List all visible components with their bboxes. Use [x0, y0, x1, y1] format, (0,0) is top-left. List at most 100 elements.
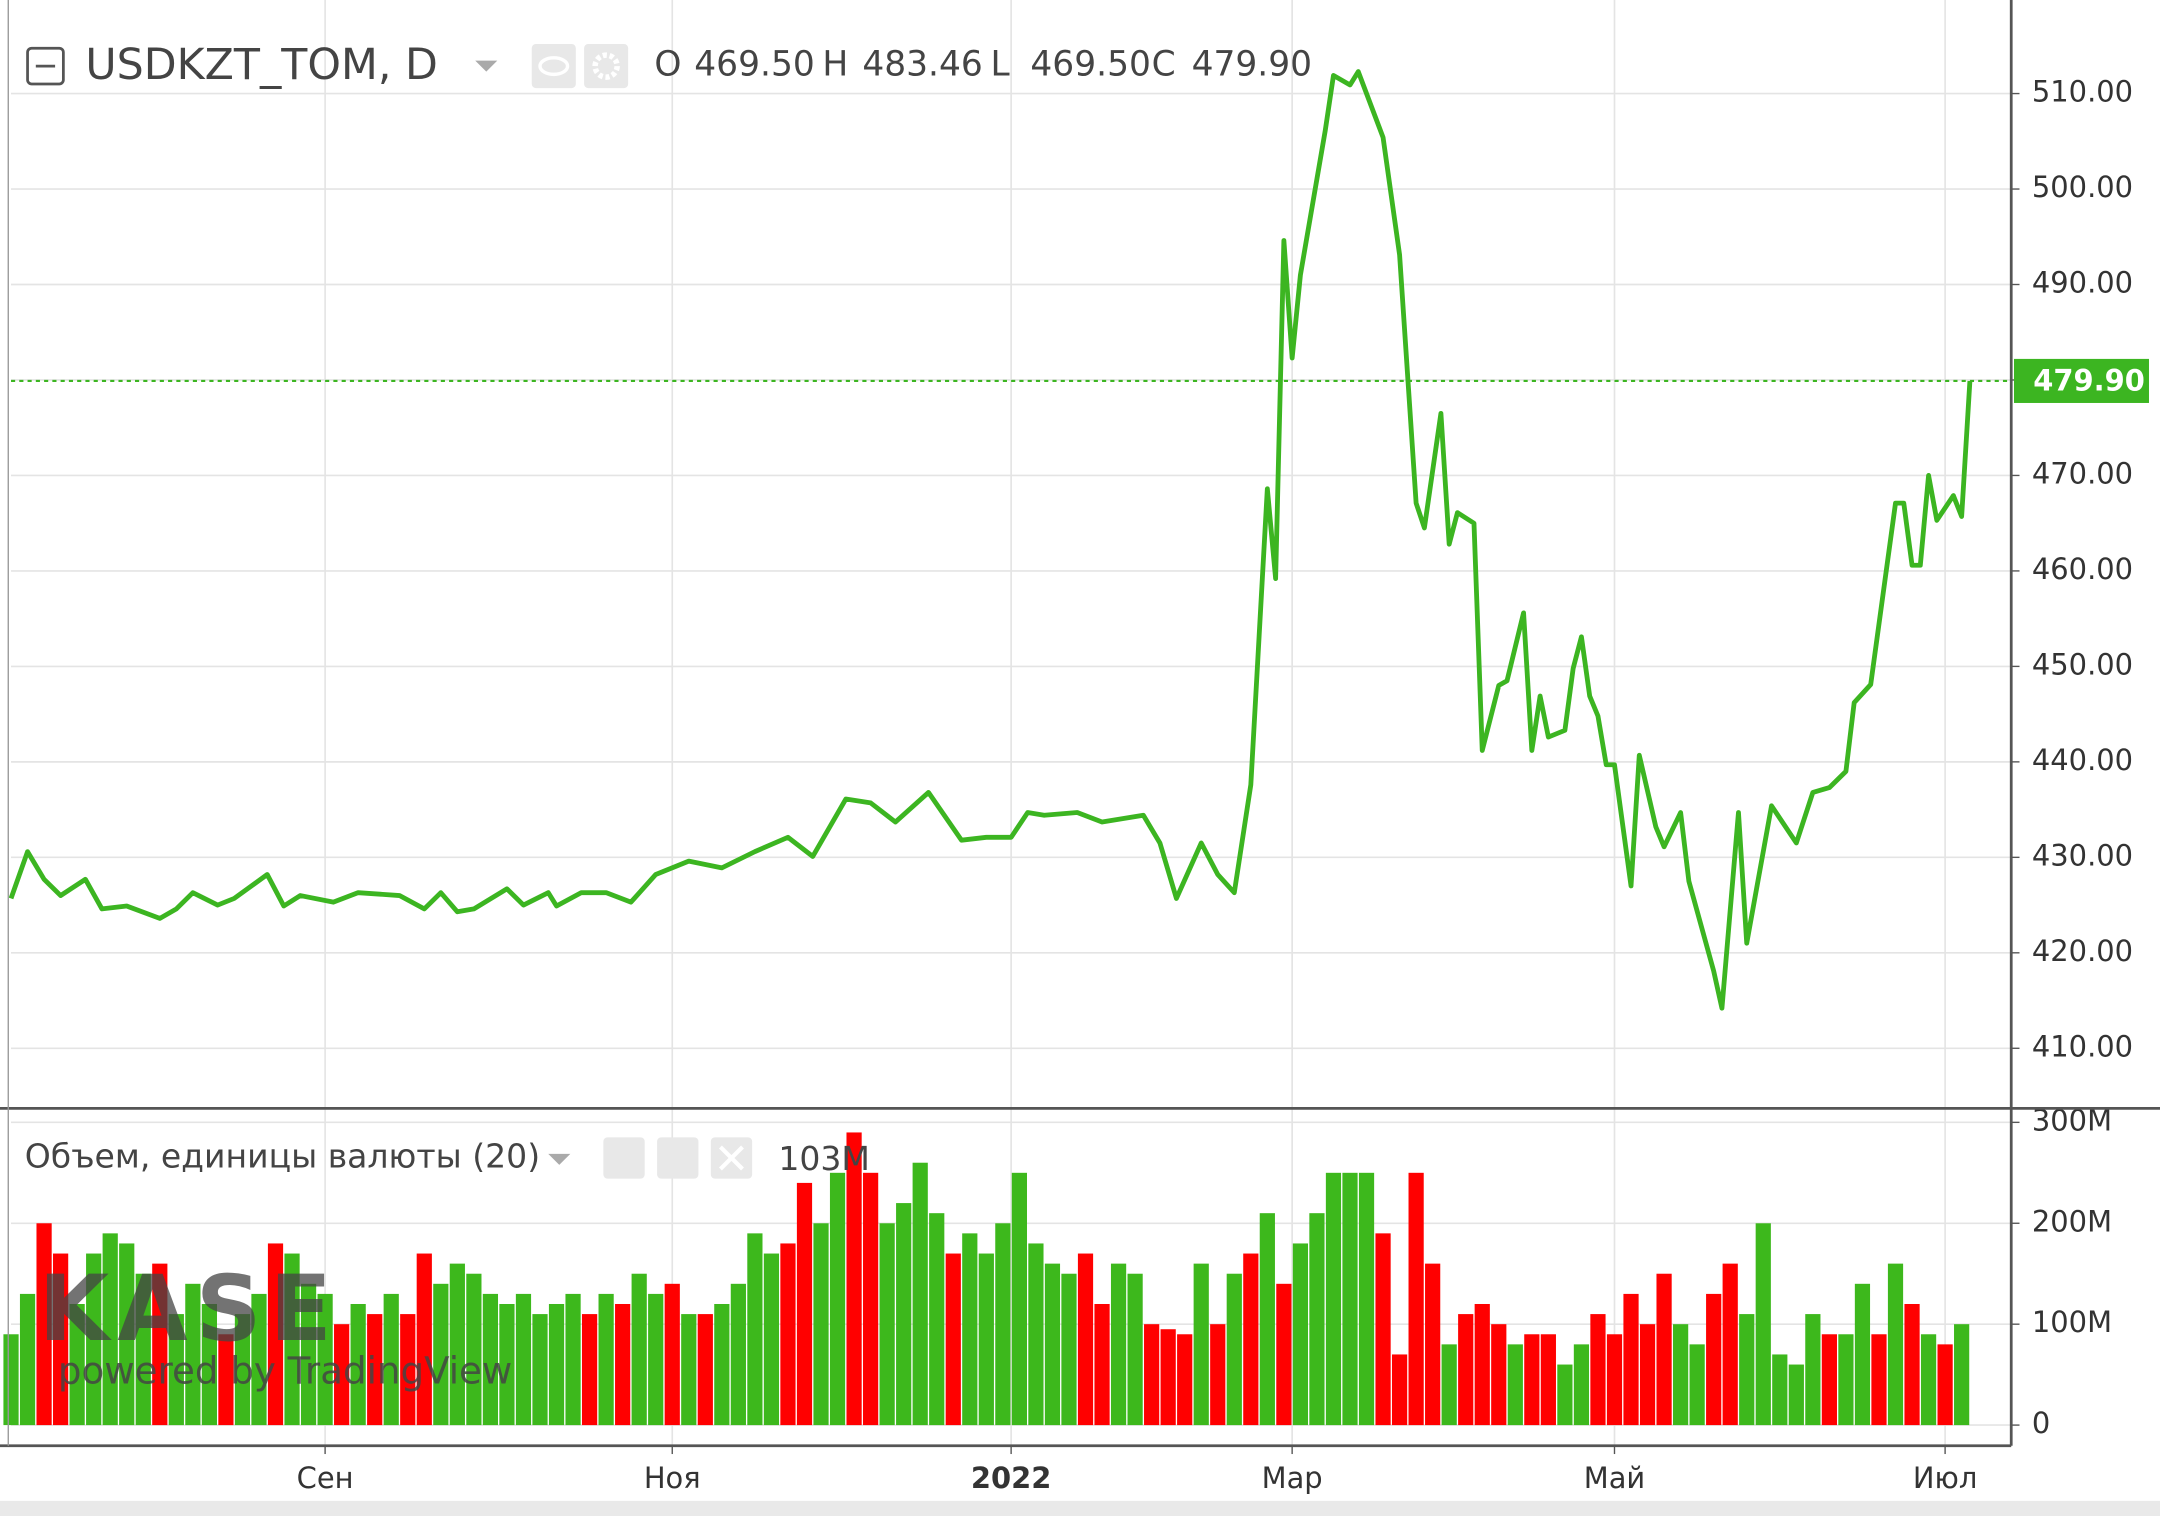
volume-bar: [995, 1223, 1011, 1426]
volume-bar: [1854, 1283, 1871, 1426]
volume-bar: [863, 1172, 879, 1426]
x-tick-label: Сен: [297, 1461, 354, 1495]
volume-bar: [780, 1243, 796, 1426]
volume-bar: [267, 1243, 284, 1426]
volume-bar: [69, 1303, 85, 1426]
volume-bar: [1491, 1324, 1507, 1426]
volume-bar: [1722, 1263, 1738, 1426]
ohlc-key: O: [654, 45, 681, 85]
volume-bar: [53, 1253, 69, 1426]
volume-bar: [1673, 1324, 1689, 1426]
ohlc-value: 479.90: [1192, 45, 1312, 85]
volume-bar: [1772, 1354, 1788, 1426]
volume-bar: [334, 1324, 350, 1426]
volume-bar: [300, 1283, 317, 1426]
volume-bar: [499, 1303, 515, 1426]
volume-bar: [119, 1243, 135, 1426]
volume-bar: [1954, 1324, 1970, 1426]
volume-bar: [1458, 1314, 1474, 1426]
volume-bar: [1342, 1172, 1358, 1426]
symbol-title: USDKZT_TOM, D: [85, 40, 437, 90]
volume-title: Объем, единицы валюты (20): [25, 1137, 540, 1176]
volume-bar: [416, 1253, 432, 1426]
volume-bar: [581, 1314, 598, 1426]
x-tick-label: Мар: [1262, 1461, 1323, 1495]
volume-bar: [1689, 1344, 1705, 1426]
y-tick-label: 470.00: [2032, 456, 2133, 490]
volume-bar: [1887, 1263, 1904, 1426]
volume-bar: [648, 1293, 664, 1426]
volume-bar: [1127, 1273, 1143, 1426]
volume-settings-button[interactable]: [657, 1137, 699, 1179]
y-tick-label: 100M: [2032, 1305, 2112, 1339]
volume-bar: [1573, 1344, 1590, 1426]
volume-bar: [1094, 1303, 1110, 1426]
volume-bar: [929, 1213, 945, 1426]
settings-button[interactable]: [584, 44, 629, 89]
volume-bar: [19, 1293, 36, 1426]
volume-bar: [1788, 1364, 1804, 1426]
volume-bar: [697, 1314, 713, 1426]
gear-icon: [592, 52, 620, 80]
volume-bar: [185, 1283, 201, 1426]
volume-bar: [714, 1303, 730, 1426]
volume-bar: [615, 1303, 631, 1426]
volume-bar: [317, 1293, 333, 1426]
volume-bar: [879, 1223, 895, 1426]
volume-bar: [1160, 1329, 1176, 1426]
eye-icon: [538, 56, 570, 77]
volume-bar: [1011, 1172, 1027, 1426]
volume-bar: [565, 1293, 581, 1426]
volume-bar: [1838, 1334, 1854, 1426]
close-icon: [718, 1145, 744, 1171]
y-tick-label: 510.00: [2032, 75, 2133, 109]
volume-bar: [482, 1293, 499, 1426]
volume-bar: [796, 1182, 813, 1426]
collapse-button[interactable]: [26, 46, 65, 86]
volume-bar: [1524, 1334, 1540, 1426]
volume-bar: [1425, 1263, 1441, 1426]
volume-bar: [251, 1293, 267, 1426]
volume-bar: [896, 1203, 912, 1426]
symbol-menu-arrow[interactable]: [475, 60, 498, 72]
volume-bar: [1441, 1344, 1457, 1426]
volume-bar: [201, 1303, 217, 1426]
volume-bar: [1276, 1283, 1292, 1426]
volume-bar: [1210, 1324, 1226, 1426]
volume-bar: [1871, 1334, 1887, 1426]
y-tick-label: 410.00: [2032, 1029, 2133, 1063]
volume-bar: [1904, 1303, 1920, 1426]
ohlc-legend: O 469.50 H 483.46 L 469.50 C 479.90: [654, 45, 1312, 85]
volume-bar: [466, 1273, 482, 1426]
last-price-label: 479.90: [2033, 363, 2145, 397]
volume-bar: [1309, 1213, 1325, 1426]
volume-bar: [631, 1273, 647, 1426]
volume-bar: [1325, 1172, 1342, 1426]
volume-bar: [383, 1293, 399, 1426]
y-tick-label: 450.00: [2032, 647, 2133, 681]
ohlc-key: C: [1152, 45, 1176, 85]
volume-bar: [400, 1314, 416, 1426]
volume-visibility-button[interactable]: [603, 1137, 645, 1179]
last-price-box: [2013, 358, 2149, 403]
volume-bar: [433, 1283, 449, 1426]
volume-menu-arrow[interactable]: [548, 1153, 571, 1165]
volume-bar: [978, 1253, 994, 1426]
volume-bar: [1144, 1324, 1160, 1426]
volume-bar: [1077, 1253, 1094, 1426]
volume-bar: [1061, 1273, 1077, 1426]
ohlc-value: 469.50: [1030, 45, 1150, 85]
y-tick-label: 420.00: [2032, 934, 2133, 968]
visibility-button[interactable]: [531, 44, 576, 89]
volume-bar: [36, 1223, 52, 1426]
y-tick-label: 490.00: [2032, 266, 2133, 300]
watermark-text: powered by TradingView: [58, 1348, 512, 1392]
volume-bar: [1821, 1334, 1837, 1426]
volume-bar: [515, 1293, 532, 1426]
x-tick-label: Май: [1584, 1461, 1645, 1495]
volume-bar: [1656, 1273, 1672, 1426]
volume-bar: [1177, 1334, 1193, 1426]
volume-bar: [1590, 1314, 1606, 1426]
x-tick-label: Ноя: [644, 1461, 701, 1495]
